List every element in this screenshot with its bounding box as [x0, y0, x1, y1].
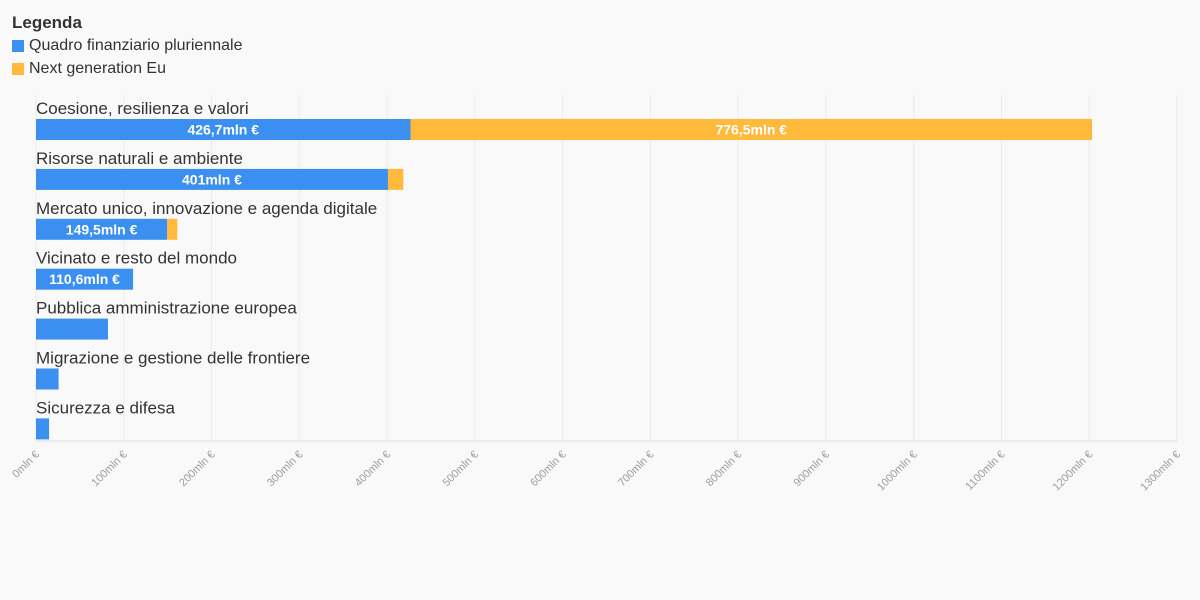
x-tick-label: 1100mln € [963, 449, 1007, 493]
category-row: Sicurezza e difesa [36, 398, 175, 440]
x-tick-label: 900mln € [792, 449, 832, 489]
bar-segment-quadro[interactable] [36, 418, 50, 440]
bar-segment-ngeu[interactable] [387, 168, 404, 190]
category-label: Migrazione e gestione delle frontiere [36, 349, 310, 368]
x-tick-label: 0mln € [10, 449, 42, 481]
legend: Legenda Quadro finanziario pluriennale N… [12, 12, 242, 80]
legend-item-quadro[interactable]: Quadro finanziario pluriennale [12, 34, 242, 57]
category-row: Mercato unico, innovazione e agenda digi… [36, 199, 377, 240]
x-axis-ticks: 0mln € 100mln € 200mln € 300mln € 400mln € 50… [10, 449, 1183, 494]
x-tick-label: 300mln € [265, 449, 305, 489]
bar-segment-ngeu[interactable] [167, 218, 178, 240]
x-tick-label: 100mln € [89, 449, 129, 489]
legend-swatch-ngeu [12, 62, 24, 75]
bar-segment-quadro[interactable] [36, 368, 59, 390]
category-label: Risorse naturali e ambiente [36, 149, 243, 168]
bar-segment-quadro[interactable] [36, 318, 108, 340]
bar-segment-quadro[interactable] [36, 119, 411, 140]
legend-label-ngeu: Next generation Eu [29, 59, 166, 77]
bar-segment-quadro[interactable] [36, 168, 388, 190]
category-row: Migrazione e gestione delle frontiere [36, 349, 310, 390]
x-tick-label: 1200mln € [1051, 449, 1096, 494]
x-tick-label: 600mln € [528, 449, 568, 489]
category-label: Mercato unico, innovazione e agenda digi… [36, 199, 377, 218]
category-row: Vicinato e resto del mondo 110,6mln € [36, 249, 237, 290]
legend-label-quadro: Quadro finanziario pluriennale [29, 36, 243, 54]
gridlines [35, 95, 1178, 441]
legend-item-ngeu[interactable]: Next generation Eu [12, 57, 242, 80]
category-row: Risorse naturali e ambiente 401mln € [36, 149, 404, 190]
legend-swatch-quadro [12, 39, 24, 52]
category-label: Sicurezza e difesa [36, 398, 175, 417]
bar-segment-ngeu[interactable] [410, 119, 1093, 140]
bar-value-label: 776,5mln € [715, 122, 787, 138]
x-tick-label: 800mln € [704, 449, 744, 489]
x-tick-label: 700mln € [616, 449, 656, 489]
bar-value-label: 110,6mln € [49, 271, 120, 287]
bar-value-label: 401mln € [182, 171, 242, 187]
x-tick-label: 1000mln € [875, 449, 920, 494]
category-row: Pubblica amministrazione europea [36, 299, 297, 340]
bar-value-label: 426,7mln € [187, 122, 259, 138]
bar-segment-quadro[interactable] [36, 268, 134, 290]
category-row: Coesione, resilienza e valori 426,7mln € 7… [36, 99, 1093, 140]
x-tick-label: 500mln € [440, 449, 480, 489]
legend-title: Legenda [12, 13, 82, 32]
category-label: Coesione, resilienza e valori [36, 99, 249, 118]
bar-value-label: 149,5mln € [66, 221, 138, 237]
x-tick-label: 200mln € [177, 449, 217, 489]
category-label: Pubblica amministrazione europea [36, 299, 297, 318]
x-tick-label: 1300mln € [1138, 449, 1183, 494]
x-tick-label: 400mln € [353, 449, 393, 489]
bar-segment-quadro[interactable] [36, 218, 168, 240]
category-label: Vicinato e resto del mondo [36, 249, 237, 268]
